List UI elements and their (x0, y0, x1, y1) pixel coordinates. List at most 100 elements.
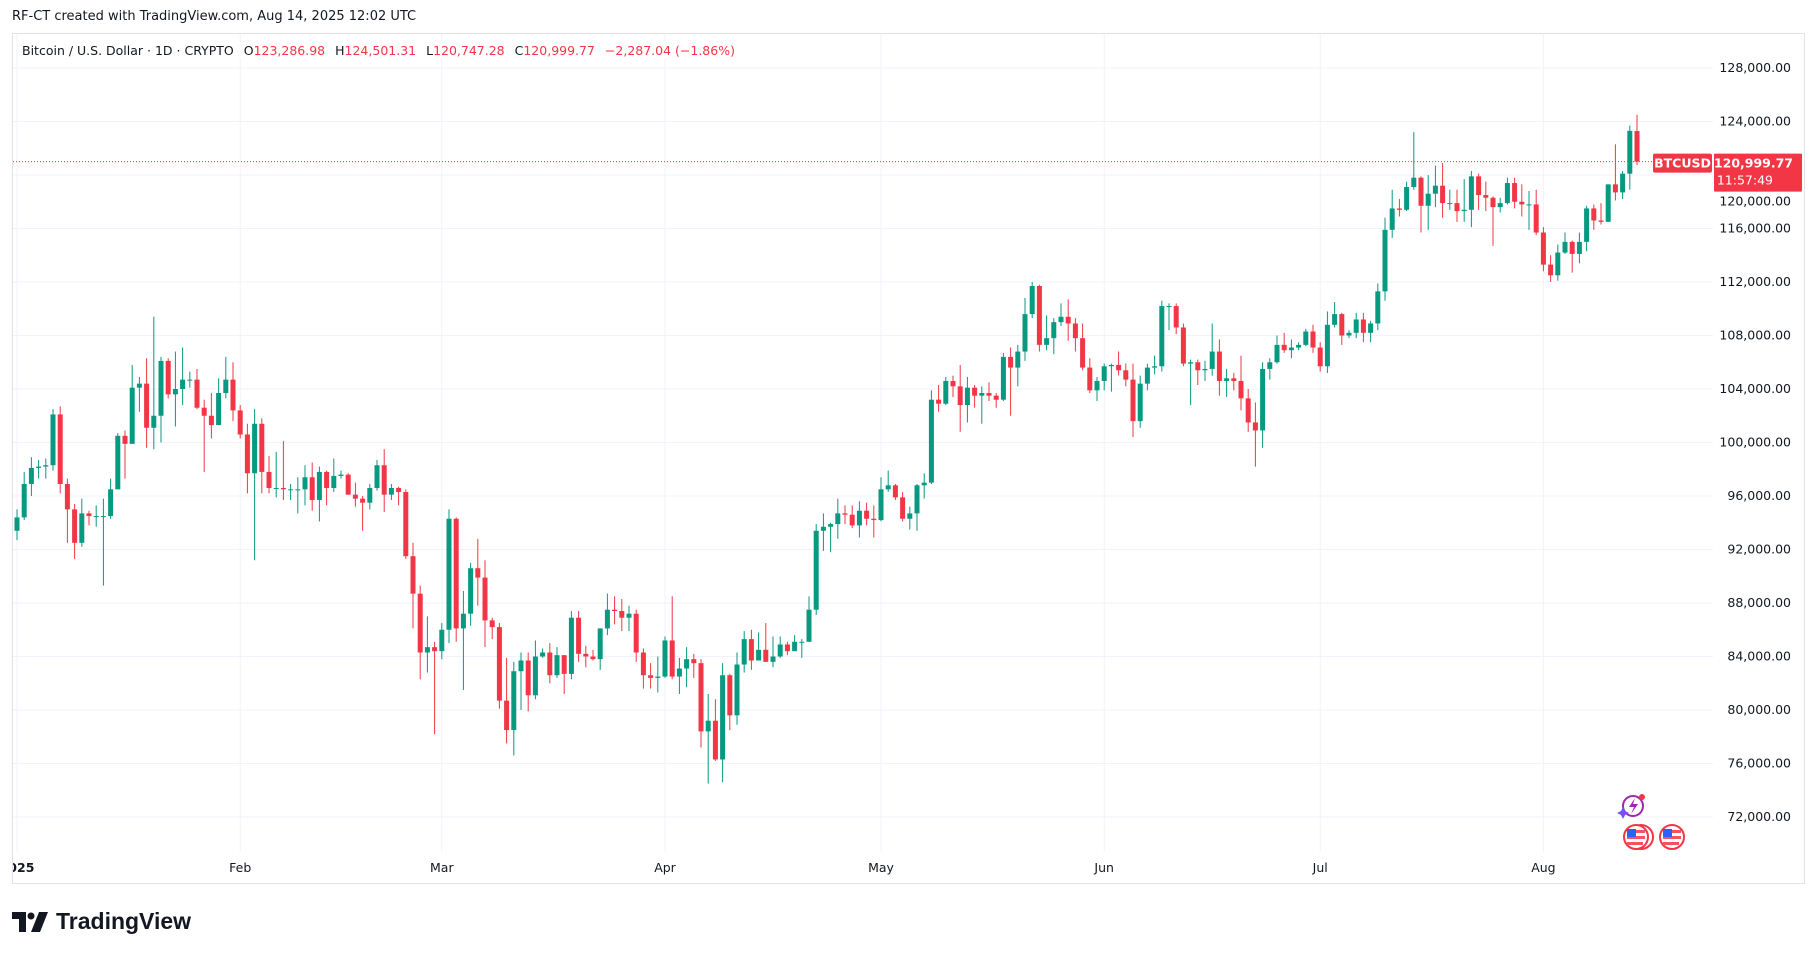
candle (1605, 184, 1611, 222)
candle-body (172, 389, 178, 395)
candle-body (907, 513, 913, 519)
candle (1504, 177, 1510, 205)
us-flag-event-icon[interactable] (1659, 824, 1685, 850)
candle-body (1519, 201, 1525, 205)
candle (72, 504, 78, 559)
candle (669, 596, 675, 680)
candle-body (1332, 314, 1338, 325)
candle-body (1144, 367, 1150, 384)
candle-body (79, 513, 85, 543)
candle-body (561, 655, 567, 674)
candle-body (28, 467, 34, 484)
candle (597, 628, 603, 670)
candle (172, 351, 178, 427)
candle-body (856, 510, 862, 526)
lightning-event-icon[interactable] (1617, 794, 1645, 819)
candle-body (813, 530, 819, 610)
candle (316, 466, 322, 522)
candle-body (360, 498, 366, 503)
time-axis: 2025 Feb Mar Apr May Jun Jul Aug (13, 860, 1556, 875)
candle (547, 643, 553, 684)
candle (79, 498, 85, 547)
candle (1612, 144, 1618, 201)
candle-body (568, 617, 574, 674)
candle (489, 617, 495, 640)
candle-body (720, 675, 726, 760)
candle-body (1087, 367, 1093, 391)
candle (21, 471, 27, 521)
candle-body (1353, 319, 1359, 333)
grid-lines (13, 34, 1713, 852)
candle (324, 470, 330, 506)
candle (1303, 328, 1309, 347)
candle (950, 375, 956, 398)
candle-body (1296, 344, 1302, 348)
candle-body (1202, 368, 1208, 371)
candle-body (252, 423, 258, 474)
candle (1483, 181, 1489, 212)
candle-body (1440, 185, 1446, 204)
candle (345, 473, 351, 495)
candle (1360, 312, 1366, 343)
candle (1252, 402, 1258, 467)
candle-body (756, 649, 762, 661)
candle-body (1497, 203, 1503, 208)
candle-body (1303, 331, 1309, 345)
candle (1526, 191, 1532, 230)
candle (410, 542, 416, 629)
candle-body (244, 434, 250, 474)
candle-body (950, 380, 956, 387)
candle (878, 477, 884, 522)
candlestick-chart[interactable]: 72,000.00 76,000.00 80,000.00 84,000.00 88,0… (13, 34, 1805, 884)
candle-body (892, 485, 898, 498)
chart-frame[interactable]: 72,000.00 76,000.00 80,000.00 84,000.00 88,0… (12, 33, 1805, 884)
candle-body (1512, 183, 1518, 202)
candle (1440, 162, 1446, 218)
candle-body (669, 640, 675, 677)
tradingview-logo[interactable]: TradingView (12, 908, 191, 935)
candle (568, 611, 574, 680)
candle-body (475, 568, 481, 578)
candle (237, 405, 243, 439)
time-tick-label: Jun (1093, 860, 1114, 875)
candle (1173, 303, 1179, 335)
candle-body (1281, 344, 1287, 351)
candle-body (1101, 366, 1107, 381)
price-tick-label: 112,000.00 (1719, 274, 1791, 289)
candle-body (381, 465, 387, 495)
candle-body (1000, 356, 1006, 400)
candle-body (129, 387, 135, 444)
candle (381, 449, 387, 513)
candle-body (1252, 422, 1258, 431)
candle-body (489, 620, 495, 628)
candle-body (1015, 351, 1021, 368)
candle (1000, 352, 1006, 402)
candle (1324, 311, 1330, 373)
symbol-description[interactable]: Bitcoin / U.S. Dollar · 1D · CRYPTO (22, 43, 234, 58)
candle (93, 505, 99, 527)
candle (518, 652, 524, 710)
candle-body (972, 387, 978, 396)
candle-body (1598, 220, 1604, 222)
candle-body (619, 611, 625, 618)
candle (1339, 312, 1345, 345)
candle (1497, 197, 1503, 213)
candle-body (504, 700, 510, 731)
us-flag-event-icon[interactable] (1623, 824, 1654, 850)
candle (1476, 173, 1482, 210)
candle (763, 623, 769, 662)
candle-body (72, 509, 78, 543)
candle (252, 409, 258, 561)
candle-body (1195, 362, 1201, 371)
candle-body (1533, 204, 1539, 233)
candle (648, 663, 654, 689)
candle-body (1540, 232, 1546, 265)
candle (1562, 232, 1568, 254)
candle (439, 623, 445, 660)
candle-body (540, 652, 546, 657)
candle-body (763, 649, 769, 662)
candle-body (1627, 130, 1633, 174)
candle-body (216, 393, 222, 426)
candle-body (1504, 183, 1510, 204)
candle (64, 478, 70, 543)
